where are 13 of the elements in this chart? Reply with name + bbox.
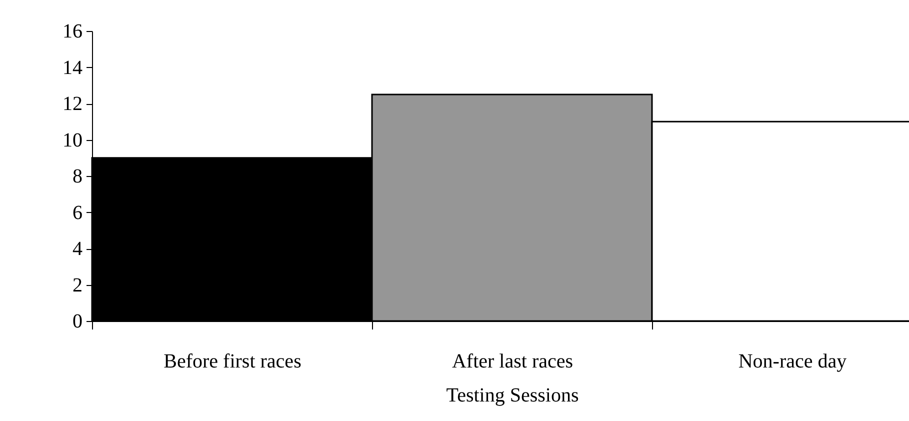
y-tick-label: 2 [72, 274, 82, 296]
x-tick-label: After last races [452, 350, 574, 372]
y-tick-label: 8 [72, 166, 82, 188]
y-tick-label: 16 [62, 20, 82, 42]
y-tick-label: 4 [72, 238, 82, 260]
y-tick-label: 14 [62, 56, 82, 79]
x-tick-label: Before first races [164, 350, 302, 372]
y-tick-label: 10 [62, 129, 82, 152]
y-tick-label: 0 [72, 310, 82, 332]
x-axis-title: Testing Sessions [446, 384, 579, 406]
x-tick-label: Non-race day [738, 350, 847, 372]
y-tick-label: 12 [62, 93, 82, 115]
y-tick-label: 6 [72, 202, 82, 224]
